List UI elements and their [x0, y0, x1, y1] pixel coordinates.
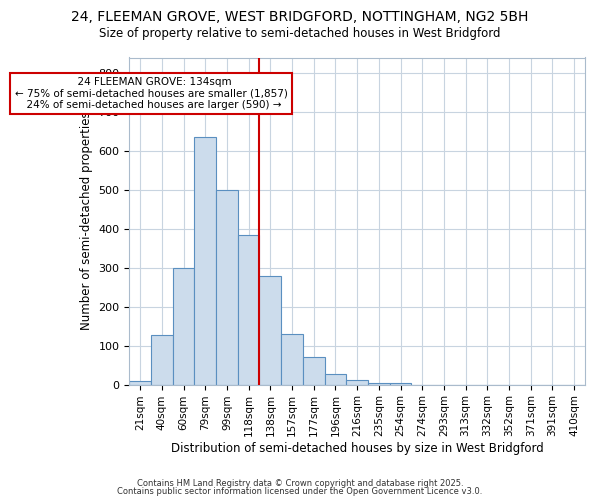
- Bar: [194, 138, 216, 384]
- Bar: [368, 382, 389, 384]
- Bar: [281, 334, 303, 384]
- Bar: [151, 335, 173, 384]
- Bar: [173, 268, 194, 384]
- Text: Contains HM Land Registry data © Crown copyright and database right 2025.: Contains HM Land Registry data © Crown c…: [137, 478, 463, 488]
- Bar: [325, 374, 346, 384]
- Bar: [238, 234, 259, 384]
- Text: 24 FLEEMAN GROVE: 134sqm
← 75% of semi-detached houses are smaller (1,857)
  24%: 24 FLEEMAN GROVE: 134sqm ← 75% of semi-d…: [14, 77, 287, 110]
- Text: 24, FLEEMAN GROVE, WEST BRIDGFORD, NOTTINGHAM, NG2 5BH: 24, FLEEMAN GROVE, WEST BRIDGFORD, NOTTI…: [71, 10, 529, 24]
- Y-axis label: Number of semi-detached properties: Number of semi-detached properties: [80, 112, 93, 330]
- Text: Contains public sector information licensed under the Open Government Licence v3: Contains public sector information licen…: [118, 487, 482, 496]
- Bar: [259, 276, 281, 384]
- X-axis label: Distribution of semi-detached houses by size in West Bridgford: Distribution of semi-detached houses by …: [171, 442, 544, 455]
- Bar: [216, 190, 238, 384]
- Bar: [303, 358, 325, 384]
- Bar: [346, 380, 368, 384]
- Text: Size of property relative to semi-detached houses in West Bridgford: Size of property relative to semi-detach…: [99, 28, 501, 40]
- Bar: [129, 382, 151, 384]
